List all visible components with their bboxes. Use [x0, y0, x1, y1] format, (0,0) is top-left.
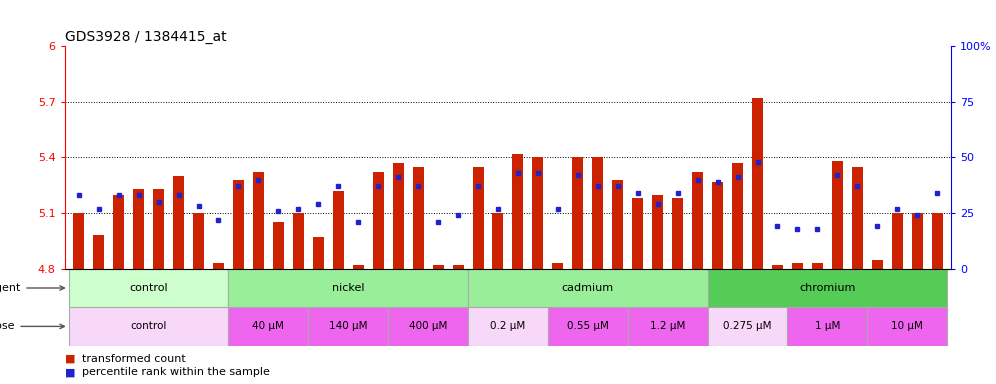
Bar [832, 161, 843, 269]
Bar [74, 213, 85, 269]
Bar [173, 176, 184, 269]
Bar [872, 260, 882, 269]
Bar [593, 157, 604, 269]
Text: 0.2 μM: 0.2 μM [490, 321, 526, 331]
Bar [707, 269, 947, 307]
Bar [812, 263, 823, 269]
Bar [931, 213, 942, 269]
Bar [732, 163, 743, 269]
Bar [253, 172, 264, 269]
Bar [868, 307, 947, 346]
Bar [313, 237, 324, 269]
Bar [273, 222, 284, 269]
Bar [388, 307, 468, 346]
Bar [69, 307, 228, 346]
Bar [652, 195, 663, 269]
Bar [412, 167, 423, 269]
Bar [627, 307, 707, 346]
Bar [452, 265, 463, 269]
Text: 1 μM: 1 μM [815, 321, 840, 331]
Bar [472, 167, 483, 269]
Text: 10 μM: 10 μM [891, 321, 923, 331]
Bar [752, 98, 763, 269]
Bar [788, 307, 868, 346]
Text: 1.2 μM: 1.2 μM [650, 321, 685, 331]
Bar [911, 213, 922, 269]
Bar [133, 189, 144, 269]
Bar [392, 163, 403, 269]
Bar [309, 307, 388, 346]
Bar [333, 191, 344, 269]
Bar [792, 263, 803, 269]
Bar [712, 182, 723, 269]
Bar [492, 213, 503, 269]
Bar [233, 180, 244, 269]
Bar [533, 157, 544, 269]
Bar [228, 307, 309, 346]
Text: 40 μM: 40 μM [252, 321, 284, 331]
Text: chromium: chromium [799, 283, 856, 293]
Bar [672, 198, 683, 269]
Text: 0.55 μM: 0.55 μM [567, 321, 609, 331]
Text: 140 μM: 140 μM [329, 321, 368, 331]
Bar [353, 265, 364, 269]
Bar [632, 198, 643, 269]
Bar [213, 263, 224, 269]
Text: agent: agent [0, 283, 65, 293]
Bar [772, 265, 783, 269]
Bar [707, 307, 788, 346]
Text: percentile rank within the sample: percentile rank within the sample [82, 367, 270, 377]
Bar [193, 213, 204, 269]
Bar [69, 269, 228, 307]
Bar [94, 235, 105, 269]
Text: dose: dose [0, 321, 65, 331]
Bar [852, 167, 863, 269]
Bar [114, 195, 124, 269]
Text: 0.275 μM: 0.275 μM [723, 321, 772, 331]
Bar [891, 213, 902, 269]
Text: ■: ■ [65, 367, 76, 377]
Text: control: control [130, 321, 166, 331]
Bar [548, 307, 627, 346]
Text: GDS3928 / 1384415_at: GDS3928 / 1384415_at [65, 30, 226, 44]
Text: nickel: nickel [332, 283, 365, 293]
Bar [373, 172, 383, 269]
Text: ■: ■ [65, 354, 76, 364]
Bar [613, 180, 623, 269]
Bar [228, 269, 468, 307]
Bar [692, 172, 703, 269]
Bar [468, 269, 707, 307]
Bar [468, 307, 548, 346]
Bar [293, 213, 304, 269]
Bar [513, 154, 524, 269]
Text: transformed count: transformed count [82, 354, 185, 364]
Bar [553, 263, 564, 269]
Bar [153, 189, 164, 269]
Bar [573, 157, 584, 269]
Bar [432, 265, 443, 269]
Text: control: control [129, 283, 168, 293]
Text: cadmium: cadmium [562, 283, 614, 293]
Text: 400 μM: 400 μM [409, 321, 447, 331]
